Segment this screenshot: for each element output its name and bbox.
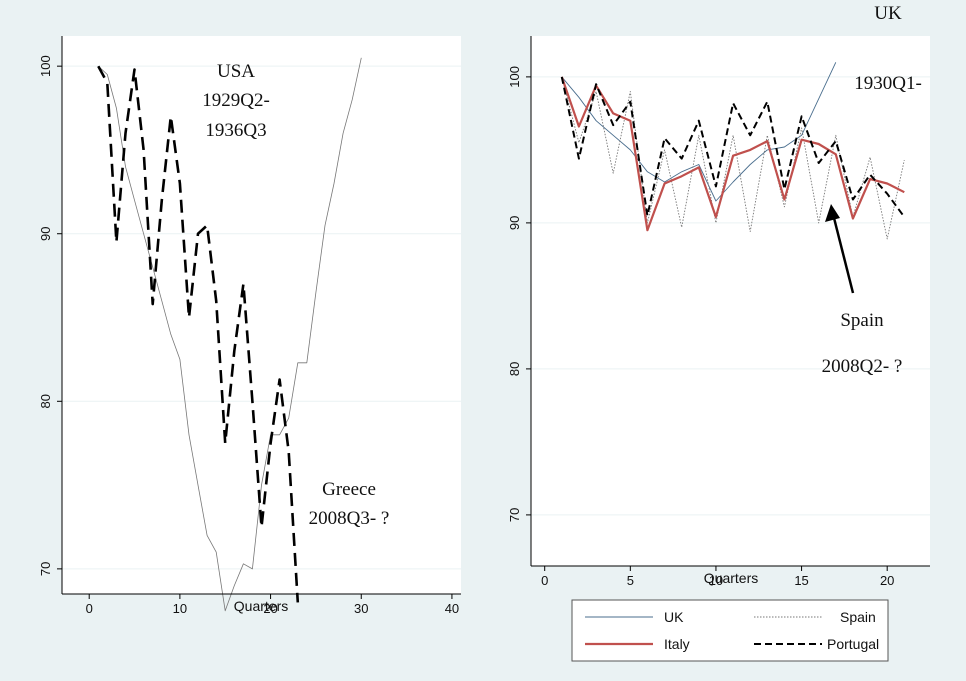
left-y-tick-label-90: 90 <box>38 226 53 240</box>
right-x-tick-label-20: 20 <box>880 573 894 588</box>
right-plot-area <box>531 36 930 566</box>
annotation-usa-start: 1929Q2- <box>202 90 270 111</box>
legend-box <box>571 599 889 662</box>
legend-label-spain: Spain <box>840 609 876 625</box>
right-y-tick-label-70: 70 <box>507 508 522 522</box>
left-y-tick-label-80: 80 <box>38 394 53 408</box>
legend-label-uk: UK <box>664 609 684 625</box>
right-x-tick-label-0: 0 <box>541 573 548 588</box>
annotation-usa: USA <box>217 61 255 82</box>
right-y-tick-label-80: 80 <box>507 362 522 376</box>
left-series-0 <box>98 57 362 612</box>
annotation-arrowhead <box>825 204 840 222</box>
right-x-axis-label: Quarters <box>704 570 758 586</box>
annotation-usa-end: 1936Q3 <box>205 120 266 141</box>
left-x-axis-label: Quarters <box>234 598 288 614</box>
annotation-greece-period: 2008Q3- ? <box>309 508 390 529</box>
right-chart: 70 80 90 100 0 5 10 15 20 Quarters UK 1930Q1- Sp… <box>507 3 930 662</box>
legend: UK Spain Italy Portugal <box>571 599 889 662</box>
annotation-uk: UK <box>874 3 902 24</box>
left-x-tick-label-30: 30 <box>354 601 368 616</box>
left-y-tick-label-100: 100 <box>38 55 53 77</box>
right-series-uk <box>561 62 837 202</box>
left-y-tick-label-70: 70 <box>38 562 53 576</box>
legend-label-italy: Italy <box>664 636 690 652</box>
annotation-uk-period: 1930Q1- <box>854 73 922 94</box>
right-x-tick-label-10: 10 <box>709 573 723 588</box>
left-plot-area <box>62 36 461 594</box>
annotation-greece: Greece <box>322 479 376 500</box>
right-x-tick-label-5: 5 <box>627 573 634 588</box>
right-x-tick-label-15: 15 <box>794 573 808 588</box>
annotation-spain-period: 2008Q2- ? <box>822 356 903 377</box>
annotation-spain: Spain <box>840 310 884 331</box>
right-series-portugal <box>560 76 906 218</box>
right-y-tick-label-90: 90 <box>507 216 522 230</box>
annotation-arrow-shaft <box>831 213 855 294</box>
left-series-1 <box>97 65 300 603</box>
legend-label-portugal: Portugal <box>827 636 879 652</box>
right-y-tick-label-100: 100 <box>507 66 522 88</box>
left-x-tick-label-10: 10 <box>173 601 187 616</box>
left-x-tick-label-20: 20 <box>263 601 277 616</box>
left-x-tick-label-0: 0 <box>86 601 93 616</box>
left-x-tick-label-40: 40 <box>445 601 459 616</box>
